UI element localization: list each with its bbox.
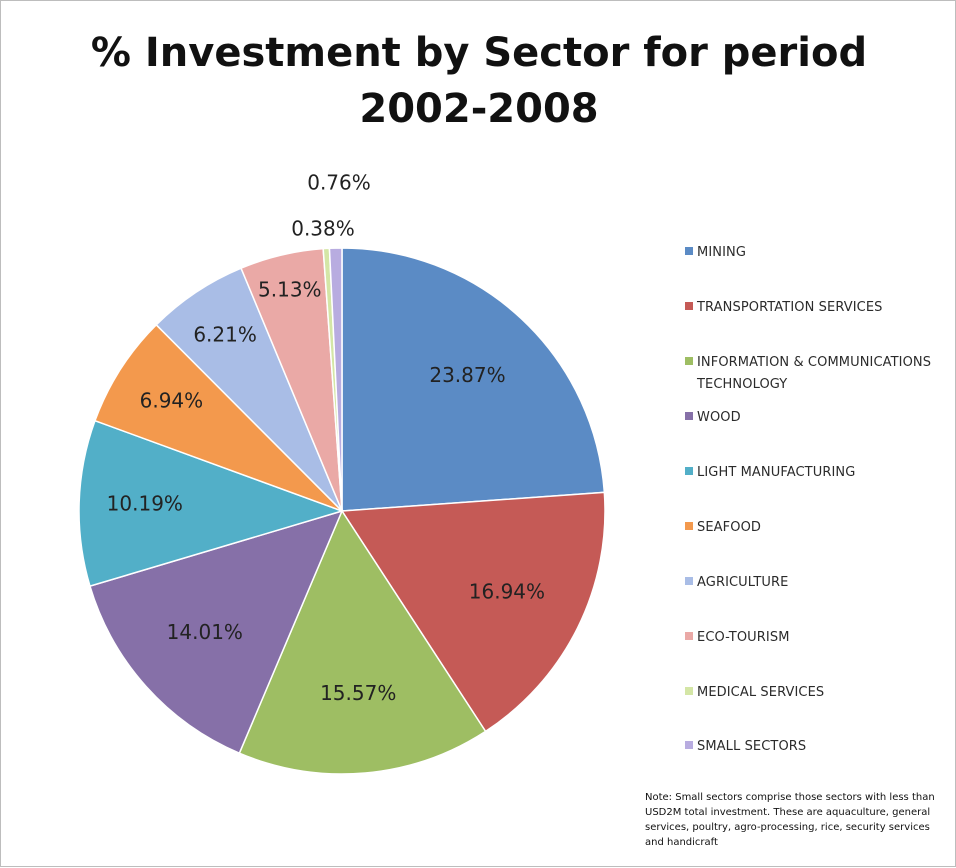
legend-swatch [685,467,693,475]
chart-title: % Investment by Sector for period 2002-2… [1,25,956,137]
slice-seafood [94,323,343,512]
data-label-agriculture: 6.21% [193,323,257,347]
data-label-eco-tourism: 5.13% [258,277,322,301]
data-label-medical-services: 0.38% [291,217,355,241]
legend-swatch [685,302,693,310]
legend-label: TRANSPORTATION SERVICES [697,300,883,315]
slice-information-and-communications-technology [238,509,487,775]
legend-label: INFORMATION & COMMUNICATIONS TECHNOLOGY [697,355,932,392]
data-label-transportation-services: 16.94% [469,579,545,603]
legend-swatch [685,741,693,749]
legend-label: ECO-TOURISM [697,630,790,645]
data-label-seafood: 6.94% [140,389,204,413]
slice-small-sectors [328,247,343,512]
legend-swatch [685,632,693,640]
legend-label: SEAFOOD [697,520,762,535]
legend-label: LIGHT MANUFACTURING [697,465,856,480]
legend-label: AGRICULTURE [697,575,789,590]
data-label-mining: 23.87% [429,363,505,387]
slice-wood [89,509,344,755]
slice-mining [341,247,606,512]
legend-label: MEDICAL SERVICES [697,685,825,700]
slice-transportation-services [340,491,606,733]
legend-swatch [685,247,693,255]
footnote: Note: Small sectors comprise those secto… [645,792,935,848]
data-label-information-and-communications-technology: 15.57% [320,681,396,705]
pie-labels: 23.87% 16.94% 15.57% 14.01% 10.19% 6.94% 6.21%… [107,171,545,705]
legend-label: MINING [697,245,747,260]
legend-swatch [685,412,693,420]
legend-label: WOOD [697,410,741,425]
legend-swatch [685,577,693,585]
pie-slices [78,247,606,775]
legend-swatch [685,687,693,695]
legend-swatch [685,522,693,530]
slice-light-manufacturing [78,419,345,588]
chart-title-line-2: 2002-2008 [359,86,599,132]
chart-title-line-1: % Investment by Sector for period [90,30,868,76]
data-label-small-sectors: 0.76% [307,171,371,195]
data-label-wood: 14.01% [167,620,243,644]
legend-label: SMALL SECTORS [697,739,807,754]
legend-swatch [685,357,693,365]
data-label-light-manufacturing: 10.19% [107,492,183,516]
